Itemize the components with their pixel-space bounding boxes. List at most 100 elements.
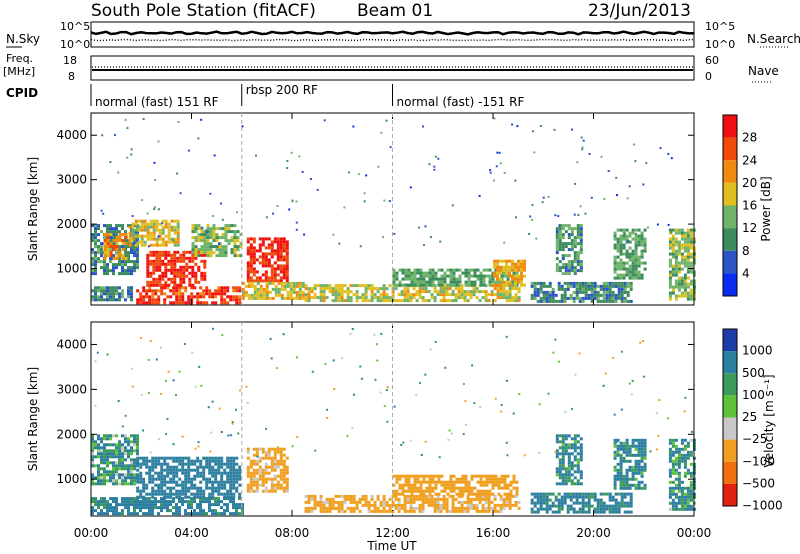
heatmap-cell: [352, 509, 356, 513]
heatmap-speck: [109, 161, 112, 163]
heatmap-cell: [331, 293, 335, 297]
heatmap-cell: [643, 237, 647, 241]
heatmap-cell: [226, 289, 230, 293]
heatmap-cell: [277, 293, 281, 297]
heatmap-cell: [352, 293, 356, 297]
heatmap-cell: [100, 230, 103, 234]
heatmap-cell: [566, 296, 570, 300]
heatmap-cell: [455, 280, 459, 284]
heatmap-cell: [437, 492, 441, 496]
heatmap-cell: [211, 483, 215, 487]
heatmap-cell: [249, 276, 253, 280]
heatmap-cell: [103, 236, 106, 240]
heatmap-cell: [425, 283, 429, 287]
heatmap-cell: [373, 506, 377, 510]
heatmap-cell: [273, 486, 277, 490]
heatmap-cell: [208, 503, 211, 507]
heatmap-cell: [625, 270, 629, 274]
heatmap-cell: [689, 462, 693, 466]
heatmap-cell: [121, 455, 124, 459]
heatmap-cell: [677, 459, 681, 463]
heatmap-cell: [273, 456, 277, 460]
heatmap-cell: [674, 252, 678, 256]
heatmap-cell: [573, 239, 577, 243]
heatmap-cell: [136, 459, 140, 463]
x-tick-label: 00:00: [677, 526, 712, 540]
heatmap-cell: [103, 479, 106, 483]
heatmap-cell: [200, 230, 204, 234]
heatmap-cell: [124, 503, 127, 507]
heatmap-cell: [457, 296, 461, 300]
heatmap-cell: [558, 266, 562, 270]
heatmap-cell: [176, 259, 180, 263]
heatmap-cell: [136, 464, 139, 468]
heatmap-cell: [439, 290, 443, 294]
heatmap-cell: [436, 509, 440, 513]
heatmap-speck: [97, 450, 100, 452]
heatmap-cell: [499, 497, 503, 501]
heatmap-cell: [167, 234, 171, 238]
heatmap-speck: [642, 340, 644, 343]
heatmap-cell: [451, 494, 455, 498]
heatmap-cell: [503, 480, 507, 484]
heatmap-cell: [182, 253, 186, 257]
heatmap-cell: [235, 286, 239, 290]
heatmap-cell: [476, 474, 480, 478]
heatmap-cell: [599, 498, 603, 502]
heatmap-speck: [142, 118, 145, 120]
heatmap-cell: [590, 492, 594, 496]
heatmap-cell: [115, 467, 118, 471]
heatmap-cell: [167, 277, 171, 281]
heatmap-cell: [391, 299, 395, 303]
heatmap-cell: [241, 281, 245, 285]
heatmap-cell: [118, 449, 121, 453]
heatmap-cell: [133, 263, 136, 267]
heatmap-cell: [503, 483, 507, 487]
heatmap-cell: [392, 283, 396, 287]
heatmap-cell: [617, 281, 621, 285]
heatmap-cell: [514, 299, 518, 303]
heatmap-cell: [581, 296, 585, 300]
heatmap-cell: [276, 255, 280, 259]
heatmap-cell: [277, 281, 281, 285]
heatmap-cell: [106, 289, 109, 293]
heatmap-speck: [529, 215, 532, 218]
heatmap-cell: [136, 440, 139, 444]
heatmap-cell: [545, 495, 549, 499]
heatmap-cell: [322, 293, 326, 297]
heatmap-cell: [458, 492, 462, 496]
heatmap-cell: [683, 264, 687, 268]
heatmap-cell: [235, 509, 238, 513]
heatmap-cell: [683, 288, 687, 292]
heatmap-cell: [596, 284, 600, 288]
heatmap-cell: [668, 291, 672, 295]
heatmap-speck: [373, 333, 376, 336]
heatmap-speck: [295, 228, 298, 231]
heatmap-cell: [573, 236, 577, 240]
heatmap-cell: [570, 467, 574, 471]
heatmap-cell: [686, 240, 690, 244]
heatmap-cell: [169, 489, 173, 493]
heatmap-cell: [279, 249, 283, 253]
heatmap-cell: [181, 465, 185, 469]
heatmap-cell: [121, 479, 124, 483]
heatmap-cell: [625, 252, 629, 256]
heatmap-cell: [106, 236, 110, 239]
heatmap-cell: [566, 281, 570, 285]
heatmap-cell: [593, 510, 597, 514]
heatmap-cell: [391, 290, 395, 294]
heatmap-cell: [680, 252, 684, 256]
heatmap-cell: [178, 462, 182, 466]
heatmap-speck: [363, 200, 366, 203]
heatmap-cell: [643, 486, 647, 490]
heatmap-cell: [512, 271, 516, 275]
heatmap-cell: [637, 237, 641, 241]
heatmap-cell: [494, 480, 498, 484]
heatmap-cell: [227, 224, 231, 228]
heatmap-cell: [334, 494, 338, 498]
heatmap-cell: [252, 273, 256, 277]
heatmap-cell: [683, 453, 687, 457]
heatmap-cell: [570, 473, 574, 477]
heatmap-cell: [343, 494, 347, 498]
heatmap-cell: [436, 290, 440, 294]
